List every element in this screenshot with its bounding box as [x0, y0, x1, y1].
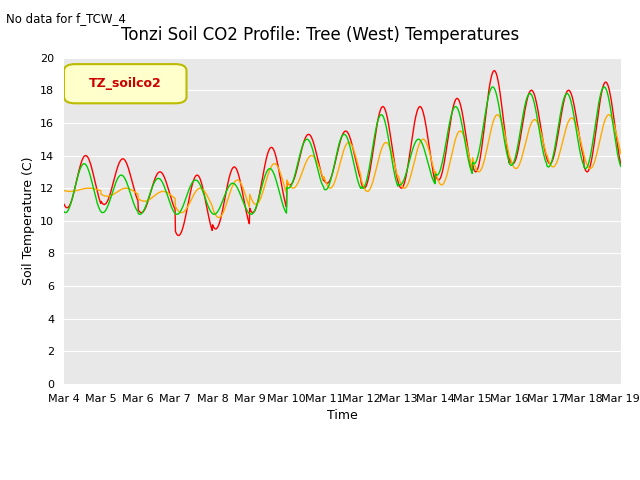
Line: -4cm: -4cm [64, 115, 621, 217]
-2cm [429, 169, 437, 175]
-8cm [489, 84, 497, 90]
-4cm [215, 215, 223, 220]
-4cm [493, 112, 501, 118]
-2cm [170, 204, 178, 210]
-2cm [184, 201, 192, 206]
-4cm [246, 193, 254, 199]
Line: -8cm: -8cm [64, 87, 621, 214]
-2cm [175, 233, 182, 239]
-4cm [60, 188, 68, 193]
-8cm [60, 209, 68, 215]
-8cm [246, 211, 254, 217]
-8cm [184, 189, 192, 194]
-4cm [170, 195, 178, 201]
-2cm [552, 146, 559, 152]
FancyBboxPatch shape [64, 64, 186, 103]
-2cm [60, 202, 68, 207]
-4cm [552, 162, 559, 168]
-2cm [490, 68, 498, 73]
-4cm [502, 139, 510, 144]
-4cm [617, 151, 625, 156]
-8cm [170, 210, 178, 216]
-8cm [429, 177, 437, 183]
-2cm [246, 207, 254, 213]
Y-axis label: Soil Temperature (C): Soil Temperature (C) [22, 156, 35, 285]
Text: Tonzi Soil CO2 Profile: Tree (West) Temperatures: Tonzi Soil CO2 Profile: Tree (West) Temp… [121, 26, 519, 45]
Text: No data for f_TCW_4: No data for f_TCW_4 [6, 12, 126, 25]
Text: TZ_soilco2: TZ_soilco2 [89, 76, 162, 90]
-4cm [429, 164, 437, 170]
-2cm [502, 141, 510, 146]
-8cm [552, 142, 559, 147]
-8cm [502, 148, 510, 154]
X-axis label: Time: Time [327, 409, 358, 422]
Line: -2cm: -2cm [64, 71, 621, 236]
-2cm [617, 161, 625, 167]
-4cm [184, 204, 191, 209]
-8cm [617, 164, 625, 169]
-8cm [173, 211, 181, 217]
